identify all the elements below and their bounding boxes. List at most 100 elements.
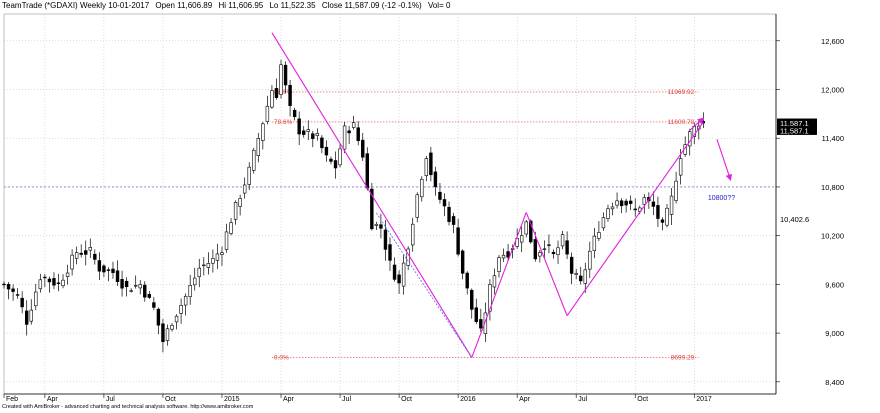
candle-body	[538, 252, 542, 257]
candle-body	[615, 200, 619, 206]
candle-body	[233, 202, 238, 220]
grid-layer	[3, 13, 777, 395]
candle-body	[265, 105, 270, 123]
candle-body	[143, 284, 147, 298]
header-high: Hi 11,606.95	[218, 1, 264, 10]
footer-credit: Created with AmiBroker - advanced charti…	[2, 404, 254, 410]
candle-body	[429, 152, 433, 176]
candlestick-series	[2, 59, 706, 353]
projection-arrow	[689, 117, 705, 131]
y-tick-label: 8,400	[825, 378, 844, 387]
fib-value-label: 11969.92	[668, 89, 695, 96]
candle-body	[88, 247, 92, 251]
target-annotation: 10800??	[708, 195, 735, 202]
candle-body	[215, 253, 220, 261]
header-open: Open 11,606.89	[155, 1, 213, 10]
price-tag-box	[777, 125, 817, 135]
header-title: TeamTrade (*GDAXI) Weekly 10-01-2017	[2, 1, 150, 10]
candle-body	[456, 227, 460, 255]
candle-body	[483, 312, 488, 334]
candle-body	[351, 122, 356, 128]
candle-body	[678, 158, 683, 176]
candle-body	[688, 131, 692, 147]
price-tag-box	[777, 118, 817, 128]
candle-body	[147, 293, 152, 298]
pattern-line	[271, 32, 473, 358]
candle-body	[460, 250, 465, 274]
candle-body	[515, 237, 519, 247]
candle-body	[488, 284, 492, 312]
y-tick-label: 11,400	[822, 134, 844, 143]
candle-body	[120, 279, 124, 289]
candle-body	[588, 250, 592, 270]
x-tick-label: Apr	[47, 396, 59, 403]
candle-body	[152, 302, 156, 308]
plot-frame	[3, 13, 777, 395]
candle-body	[292, 109, 297, 118]
candle-body	[361, 139, 365, 158]
candle-body	[415, 194, 419, 218]
candle-body	[338, 148, 342, 166]
candle-body	[20, 297, 24, 308]
candle-body	[52, 278, 56, 286]
candle-body	[220, 252, 224, 255]
candle-body	[374, 223, 379, 226]
candle-body	[133, 285, 138, 287]
candle-body	[188, 285, 192, 297]
candle-body	[674, 180, 678, 201]
y-tick-label: 9,000	[825, 329, 844, 338]
x-tick-label: 2015	[224, 396, 240, 403]
candle-body	[424, 158, 429, 176]
projection-arrow	[716, 139, 732, 182]
candle-body	[183, 295, 188, 306]
candle-body	[24, 310, 29, 325]
x-tick-label: Feb	[6, 396, 18, 403]
candle-body	[97, 260, 102, 272]
candle-body	[633, 208, 637, 211]
candle-body	[224, 231, 229, 250]
candle-body	[124, 280, 129, 288]
x-tick-label: Jul	[578, 396, 587, 403]
candle-body	[524, 221, 528, 235]
candle-body	[306, 129, 310, 132]
candle-body	[161, 323, 165, 343]
y-axis: 8,400 9,000 9,600 10,200 10,800 11,400 12,000 1…	[775, 14, 844, 394]
candle-body	[597, 232, 601, 239]
header-volume: Vol= 0	[427, 1, 451, 10]
candle-body	[388, 244, 392, 261]
candle-body	[451, 216, 456, 225]
fibonacci-layer: 0.0% 8699.29 78.6% 11600.78 88.6% 11969.92	[4, 89, 776, 362]
candle-body	[565, 240, 569, 255]
candle-body	[206, 263, 211, 268]
candle-body	[261, 123, 265, 141]
candle-body	[556, 247, 560, 256]
candle-body	[442, 199, 447, 207]
candle-body	[47, 278, 52, 283]
candle-body	[84, 250, 88, 255]
candle-body	[601, 217, 606, 229]
candle-body	[56, 282, 61, 284]
candle-body	[592, 235, 597, 252]
candle-body	[383, 229, 388, 250]
candle-body	[470, 289, 474, 310]
candle-body	[288, 85, 292, 106]
candle-body	[74, 252, 79, 259]
x-tick-label: 2017	[696, 396, 712, 403]
candle-body	[642, 197, 647, 205]
candle-body	[433, 171, 438, 188]
candle-body	[333, 160, 338, 169]
y-tick-label: 10,200	[821, 232, 844, 241]
x-tick-label: Jul	[106, 396, 115, 403]
pattern-line	[566, 121, 704, 317]
candle-body	[660, 219, 665, 223]
candle-body	[551, 251, 556, 255]
candle-body	[479, 319, 483, 329]
candle-body	[302, 130, 306, 135]
candle-body	[79, 252, 83, 255]
candle-body	[438, 191, 442, 200]
candle-body	[115, 270, 120, 282]
candle-body	[547, 244, 551, 246]
candle-body	[174, 315, 179, 323]
candle-body	[274, 88, 279, 98]
